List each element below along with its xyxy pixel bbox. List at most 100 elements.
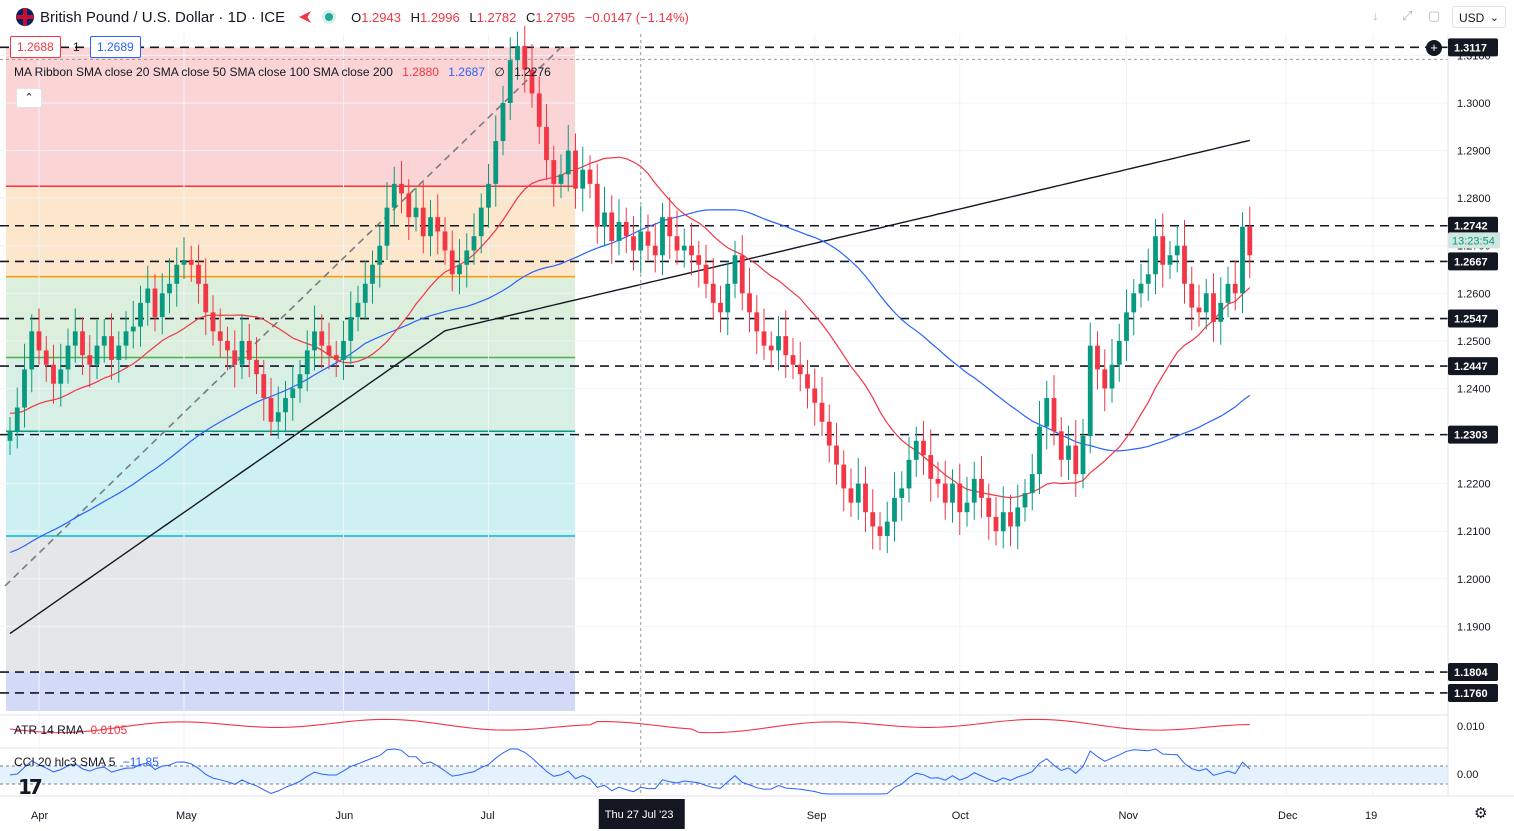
collapse-legend-button[interactable]: ⌃ [16,88,42,108]
trend-line [4,46,562,587]
level-price-tag [1448,38,1498,57]
fib-zone [6,672,575,711]
atr-legend[interactable]: ATR 14 RMA 0.0105 [14,723,127,737]
candle [1131,293,1137,313]
candle [58,369,64,384]
candle [754,312,760,332]
candle [609,212,615,241]
candle [522,45,528,70]
candle [703,264,709,284]
candle [232,350,238,365]
candle [217,331,223,341]
cci-band [0,766,1448,784]
currency-select[interactable]: USD ⌄ [1452,6,1506,28]
candle [979,478,984,498]
countdown-label: 13:23:54 [1452,235,1495,247]
candle [761,331,767,346]
candle [1080,436,1086,475]
level-price-label: 1.2447 [1454,361,1488,373]
add-plus-icon[interactable]: + [1426,40,1442,56]
candle [435,217,441,232]
candle [442,231,448,251]
candle [841,464,847,489]
sell-button[interactable]: 1.2688 [10,36,61,58]
candle [72,331,78,346]
candle [747,293,752,313]
ma-ribbon-legend[interactable]: MA Ribbon SMA close 20 SMA close 50 SMA … [14,65,551,79]
candle [529,69,535,94]
candle [1044,397,1050,427]
level-price-tag [1448,357,1498,376]
candle [51,364,56,384]
candle [855,483,861,503]
candle [1066,445,1071,460]
candle [225,340,230,351]
candle [486,183,491,208]
time-tick-label: Oct [952,810,969,822]
candle [130,326,136,332]
cci-line [9,748,1251,795]
cci-legend[interactable]: CCI 20 hlc3 SMA 5 −11.85 [14,755,159,769]
candle [384,207,390,246]
atr-tick-label: 0.010 [1457,721,1485,733]
candle [391,183,397,208]
restore-icon[interactable]: ▢ [1428,8,1441,23]
candle [203,283,209,313]
price-tick-label: 1.2400 [1457,383,1491,395]
candle [80,331,85,356]
candle [826,421,832,446]
candle [536,93,542,127]
candle [928,455,934,479]
candle [355,302,361,318]
atr-line [9,718,1250,734]
candle [471,236,477,251]
candle [377,245,383,265]
candle [22,369,27,408]
time-tick-label: Sep [807,810,827,822]
candle [732,255,738,284]
candle [652,245,658,256]
level-price-tag [1448,252,1498,271]
candle [101,336,107,346]
ma-ribbon-label: MA Ribbon SMA close 20 SMA close 50 SMA … [14,65,393,79]
price-tick-label: 1.2000 [1457,574,1491,586]
candle [594,183,600,227]
symbol-title[interactable]: British Pound / U.S. Dollar · 1D · ICE [40,8,286,26]
settings-gear-icon[interactable]: ⚙ [1474,805,1488,822]
buy-button[interactable]: 1.2689 [90,36,141,58]
candle [138,302,143,327]
change-value: −0.0147 (−1.14%) [584,9,689,25]
candle [1196,307,1202,313]
atr-label: ATR 14 RMA [14,723,84,737]
candle [464,250,470,265]
candle [921,440,926,456]
time-tick-label: Nov [1119,810,1139,822]
candle [1203,293,1209,313]
candle [819,402,825,422]
candle [913,440,919,460]
level-price-label: 1.1760 [1454,688,1488,700]
candle [1232,283,1238,294]
candle [406,193,412,218]
maximize-icon[interactable]: ⤢ [1402,8,1413,23]
tradingview-logo[interactable]: 17 [18,775,43,799]
low-value: 1.2782 [476,9,517,25]
candle [638,231,644,251]
candle [399,183,404,194]
chart-header: British Pound / U.S. Dollar · 1D · ICE O… [0,0,1448,34]
candle [290,388,296,398]
atr-value: 0.0105 [90,723,128,737]
price-tick-label: 1.3000 [1457,98,1491,110]
alert-icon[interactable] [299,11,312,23]
candle [565,150,571,175]
candle [623,221,629,237]
candle [674,236,680,251]
collapse-down-icon[interactable]: ↓ [1372,8,1379,23]
candle [645,231,651,246]
sma200-line [9,139,1250,635]
candle [1174,245,1180,256]
candle [739,255,745,294]
candle [1015,507,1021,527]
candle [935,478,941,484]
